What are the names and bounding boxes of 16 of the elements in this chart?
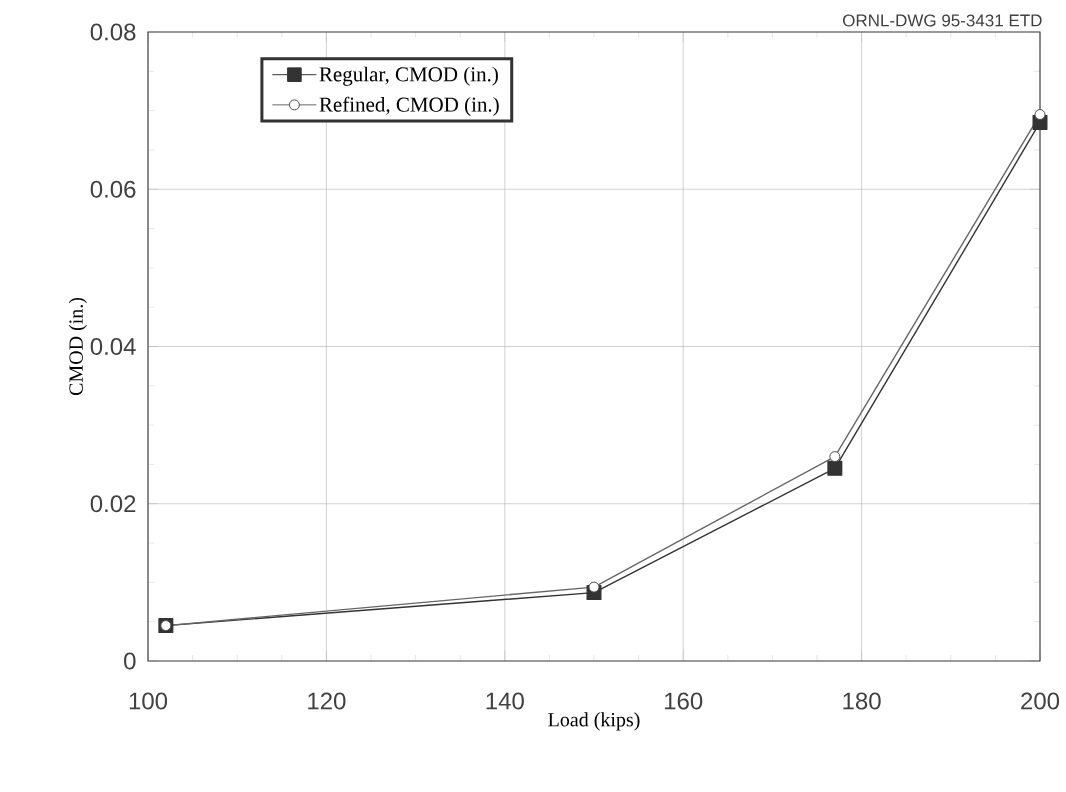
y-axis-title: CMOD (in.) <box>68 297 87 396</box>
x-tick-label: 140 <box>486 692 524 710</box>
text: ORNL-DWG 95-3431 ETD <box>843 14 1042 27</box>
x-tick-label: 100 <box>129 692 168 710</box>
y-tick-label: 0.06 <box>90 180 136 198</box>
x-axis-title: Load (kips) <box>548 712 640 731</box>
y-tick-label: 0.04 <box>90 338 136 355</box>
x-tick-label: 120 <box>308 692 346 710</box>
legend-label: Refined, CMOD (in.) <box>319 96 499 116</box>
legend-label: Regular, CMOD (in.) <box>319 66 498 86</box>
y-tick-label: 0 <box>124 652 136 670</box>
y-tick-label: 0.08 <box>90 23 136 41</box>
x-tick-label: 200 <box>1021 692 1060 710</box>
y-tick-label: 0.02 <box>90 495 136 513</box>
x-tick-label: 180 <box>843 692 881 710</box>
x-tick-label: 160 <box>665 692 703 710</box>
